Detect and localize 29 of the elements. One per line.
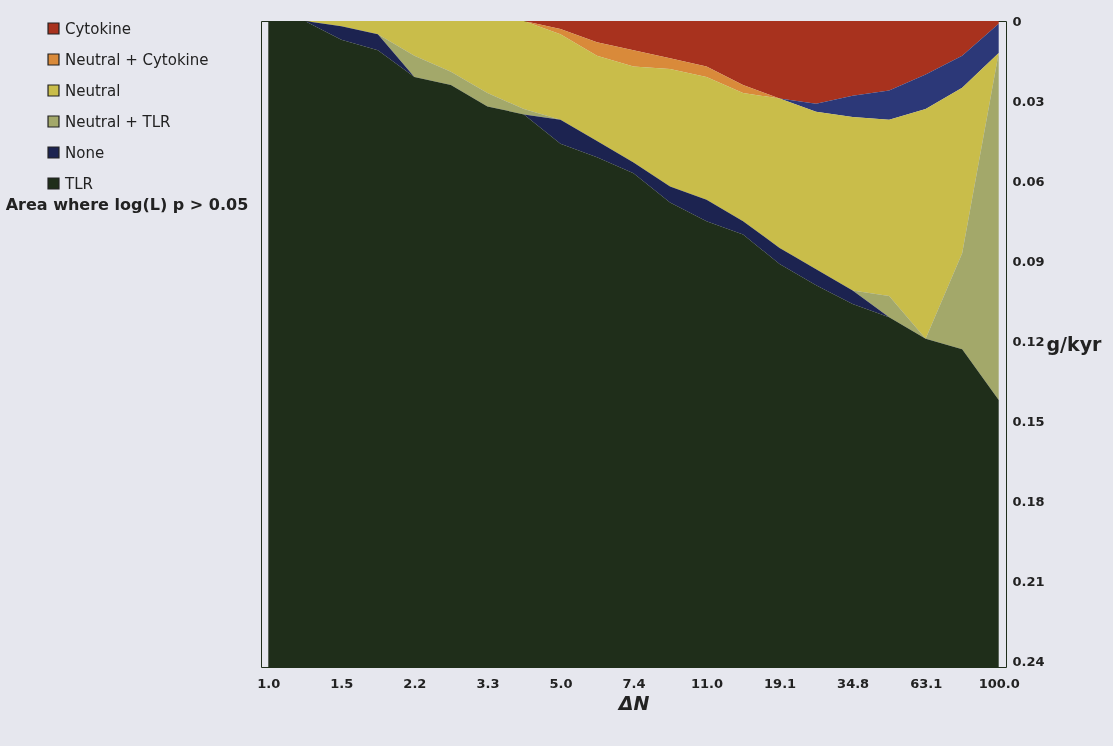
x-tick-label: 2.2 — [403, 675, 427, 691]
y-tick-label: 0.03 — [1012, 93, 1045, 109]
y-tick-label: 0.06 — [1012, 173, 1045, 189]
x-tick-label: 34.8 — [837, 675, 870, 691]
x-tick-label: 1.0 — [257, 675, 281, 691]
x-tick-label: 11.0 — [691, 675, 724, 691]
y-tick-label: 0.21 — [1012, 574, 1045, 590]
x-tick-label: 7.4 — [622, 675, 646, 691]
legend-label: None — [65, 143, 105, 162]
legend-label: Neutral + TLR — [65, 112, 171, 131]
x-tick-label: 5.0 — [549, 675, 573, 691]
y-tick-label: 0.24 — [1012, 654, 1045, 670]
legend-label: Neutral — [65, 81, 121, 100]
y-tick-label: 0.09 — [1012, 253, 1045, 269]
x-tick-label: 100.0 — [978, 675, 1020, 691]
x-axis-title: ΔN — [616, 691, 650, 714]
x-tick-label: 19.1 — [764, 675, 797, 691]
x-tick-label: 1.5 — [330, 675, 354, 691]
y-tick-label: 0.15 — [1012, 413, 1045, 429]
y-tick-label: 0.18 — [1012, 494, 1045, 509]
y-tick-label: 0 — [1012, 13, 1022, 29]
legend-label: TLR — [64, 174, 93, 193]
x-tick-label: 3.3 — [476, 675, 500, 691]
x-tick-label: 63.1 — [910, 675, 943, 691]
y-tick-label: 0.12 — [1012, 333, 1045, 349]
y-axis-title: g/kyr — [1046, 332, 1103, 355]
legend-label: Cytokine — [65, 19, 131, 38]
legend-title: Area where log(L) p > 0.05 — [5, 195, 249, 214]
legend-label: Neutral + Cytokine — [65, 50, 209, 69]
